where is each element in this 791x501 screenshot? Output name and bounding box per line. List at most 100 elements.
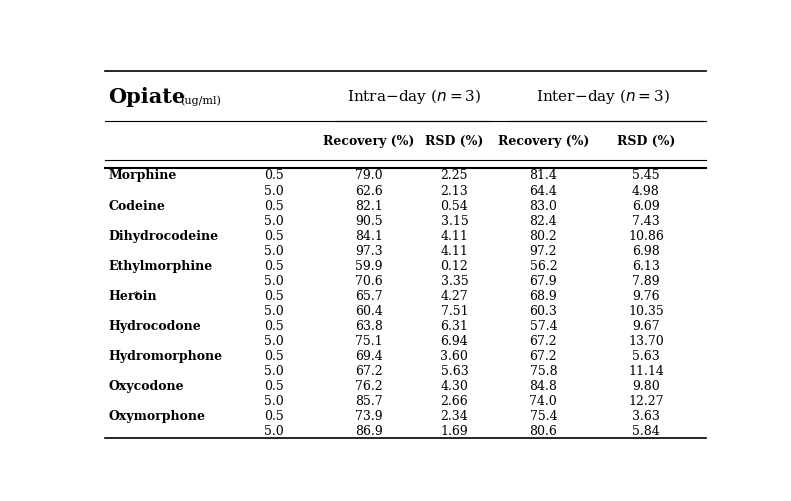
- Text: 12.27: 12.27: [628, 394, 664, 407]
- Text: 5.63: 5.63: [441, 364, 468, 377]
- Text: Dihydrocodeine: Dihydrocodeine: [108, 229, 218, 242]
- Text: 86.9: 86.9: [354, 424, 383, 437]
- Text: 0.5: 0.5: [263, 169, 283, 182]
- Text: 97.2: 97.2: [529, 244, 557, 257]
- Text: 62.6: 62.6: [354, 184, 383, 197]
- Text: 75.8: 75.8: [529, 364, 557, 377]
- Text: 74.0: 74.0: [529, 394, 557, 407]
- Text: 4.27: 4.27: [441, 289, 468, 302]
- Text: 5.0: 5.0: [263, 244, 283, 257]
- Text: 5.0: 5.0: [263, 334, 283, 347]
- Text: 60.4: 60.4: [354, 304, 383, 317]
- Text: 79.0: 79.0: [355, 169, 382, 182]
- Text: 7.43: 7.43: [632, 214, 660, 227]
- Text: Intra$-$day ($n$$=$3): Intra$-$day ($n$$=$3): [347, 87, 482, 106]
- Text: 0.5: 0.5: [263, 349, 283, 362]
- Text: 9.80: 9.80: [632, 379, 660, 392]
- Text: 13.70: 13.70: [628, 334, 664, 347]
- Text: 5.0: 5.0: [263, 274, 283, 287]
- Text: 3.63: 3.63: [632, 409, 660, 422]
- Text: 97.3: 97.3: [355, 244, 382, 257]
- Text: 60.3: 60.3: [529, 304, 557, 317]
- Text: Codeine: Codeine: [108, 199, 165, 212]
- Text: Oxymorphone: Oxymorphone: [108, 409, 205, 422]
- Text: 5.63: 5.63: [632, 349, 660, 362]
- Text: 4.11: 4.11: [441, 229, 468, 242]
- Text: 90.5: 90.5: [355, 214, 382, 227]
- Text: Opiate: Opiate: [108, 87, 185, 107]
- Text: 2.25: 2.25: [441, 169, 468, 182]
- Text: 0.5: 0.5: [263, 259, 283, 272]
- Text: 0.5: 0.5: [263, 229, 283, 242]
- Text: Recovery (%): Recovery (%): [498, 135, 589, 148]
- Text: 5.0: 5.0: [263, 424, 283, 437]
- Text: 69.4: 69.4: [354, 349, 383, 362]
- Text: 65.7: 65.7: [355, 289, 382, 302]
- Text: 57.4: 57.4: [529, 319, 557, 332]
- Text: 63.8: 63.8: [354, 319, 383, 332]
- Text: 76.2: 76.2: [355, 379, 382, 392]
- Text: 9.76: 9.76: [632, 289, 660, 302]
- Text: Oxycodone: Oxycodone: [108, 379, 184, 392]
- Text: 0.5: 0.5: [263, 289, 283, 302]
- Text: (ug/ml): (ug/ml): [180, 95, 221, 106]
- Text: 2.66: 2.66: [441, 394, 468, 407]
- Text: 5.84: 5.84: [632, 424, 660, 437]
- Text: 0.54: 0.54: [441, 199, 468, 212]
- Text: 11.14: 11.14: [628, 364, 664, 377]
- Text: 4.98: 4.98: [632, 184, 660, 197]
- Text: 3.60: 3.60: [441, 349, 468, 362]
- Text: Ethylmorphine: Ethylmorphine: [108, 259, 212, 272]
- Text: 56.2: 56.2: [529, 259, 557, 272]
- Text: Hydromorphone: Hydromorphone: [108, 349, 222, 362]
- Text: 5.45: 5.45: [632, 169, 660, 182]
- Text: 0.5: 0.5: [263, 319, 283, 332]
- Text: Morphine: Morphine: [108, 169, 176, 182]
- Text: 0.12: 0.12: [441, 259, 468, 272]
- Text: 1.69: 1.69: [441, 424, 468, 437]
- Text: RSD (%): RSD (%): [617, 135, 676, 148]
- Text: 68.9: 68.9: [529, 289, 557, 302]
- Text: Hydrocodone: Hydrocodone: [108, 319, 201, 332]
- Text: 64.4: 64.4: [529, 184, 557, 197]
- Text: RSD (%): RSD (%): [426, 135, 483, 148]
- Text: 4.11: 4.11: [441, 244, 468, 257]
- Text: ∗: ∗: [133, 288, 141, 298]
- Text: 5.0: 5.0: [263, 394, 283, 407]
- Text: 6.94: 6.94: [441, 334, 468, 347]
- Text: 10.35: 10.35: [628, 304, 664, 317]
- Text: 6.09: 6.09: [632, 199, 660, 212]
- Text: Recovery (%): Recovery (%): [323, 135, 414, 148]
- Text: 80.6: 80.6: [529, 424, 557, 437]
- Text: 83.0: 83.0: [529, 199, 557, 212]
- Text: 9.67: 9.67: [632, 319, 660, 332]
- Text: 0.5: 0.5: [263, 379, 283, 392]
- Text: 0.5: 0.5: [263, 199, 283, 212]
- Text: 73.9: 73.9: [355, 409, 382, 422]
- Text: 5.0: 5.0: [263, 304, 283, 317]
- Text: 82.4: 82.4: [529, 214, 557, 227]
- Text: 4.30: 4.30: [441, 379, 468, 392]
- Text: 85.7: 85.7: [355, 394, 382, 407]
- Text: 6.98: 6.98: [632, 244, 660, 257]
- Text: 67.9: 67.9: [529, 274, 557, 287]
- Text: 75.1: 75.1: [355, 334, 382, 347]
- Text: 5.0: 5.0: [263, 214, 283, 227]
- Text: 70.6: 70.6: [354, 274, 383, 287]
- Text: 6.13: 6.13: [632, 259, 660, 272]
- Text: 7.51: 7.51: [441, 304, 468, 317]
- Text: 6.31: 6.31: [441, 319, 468, 332]
- Text: 82.1: 82.1: [354, 199, 383, 212]
- Text: 67.2: 67.2: [355, 364, 382, 377]
- Text: 7.89: 7.89: [632, 274, 660, 287]
- Text: 59.9: 59.9: [355, 259, 382, 272]
- Text: 3.15: 3.15: [441, 214, 468, 227]
- Text: 84.1: 84.1: [354, 229, 383, 242]
- Text: 67.2: 67.2: [529, 334, 557, 347]
- Text: Inter$-$day ($n$$=$3): Inter$-$day ($n$$=$3): [536, 87, 670, 106]
- Text: 80.2: 80.2: [529, 229, 557, 242]
- Text: 75.4: 75.4: [529, 409, 557, 422]
- Text: 0.5: 0.5: [263, 409, 283, 422]
- Text: 84.8: 84.8: [529, 379, 557, 392]
- Text: Heroin: Heroin: [108, 289, 157, 302]
